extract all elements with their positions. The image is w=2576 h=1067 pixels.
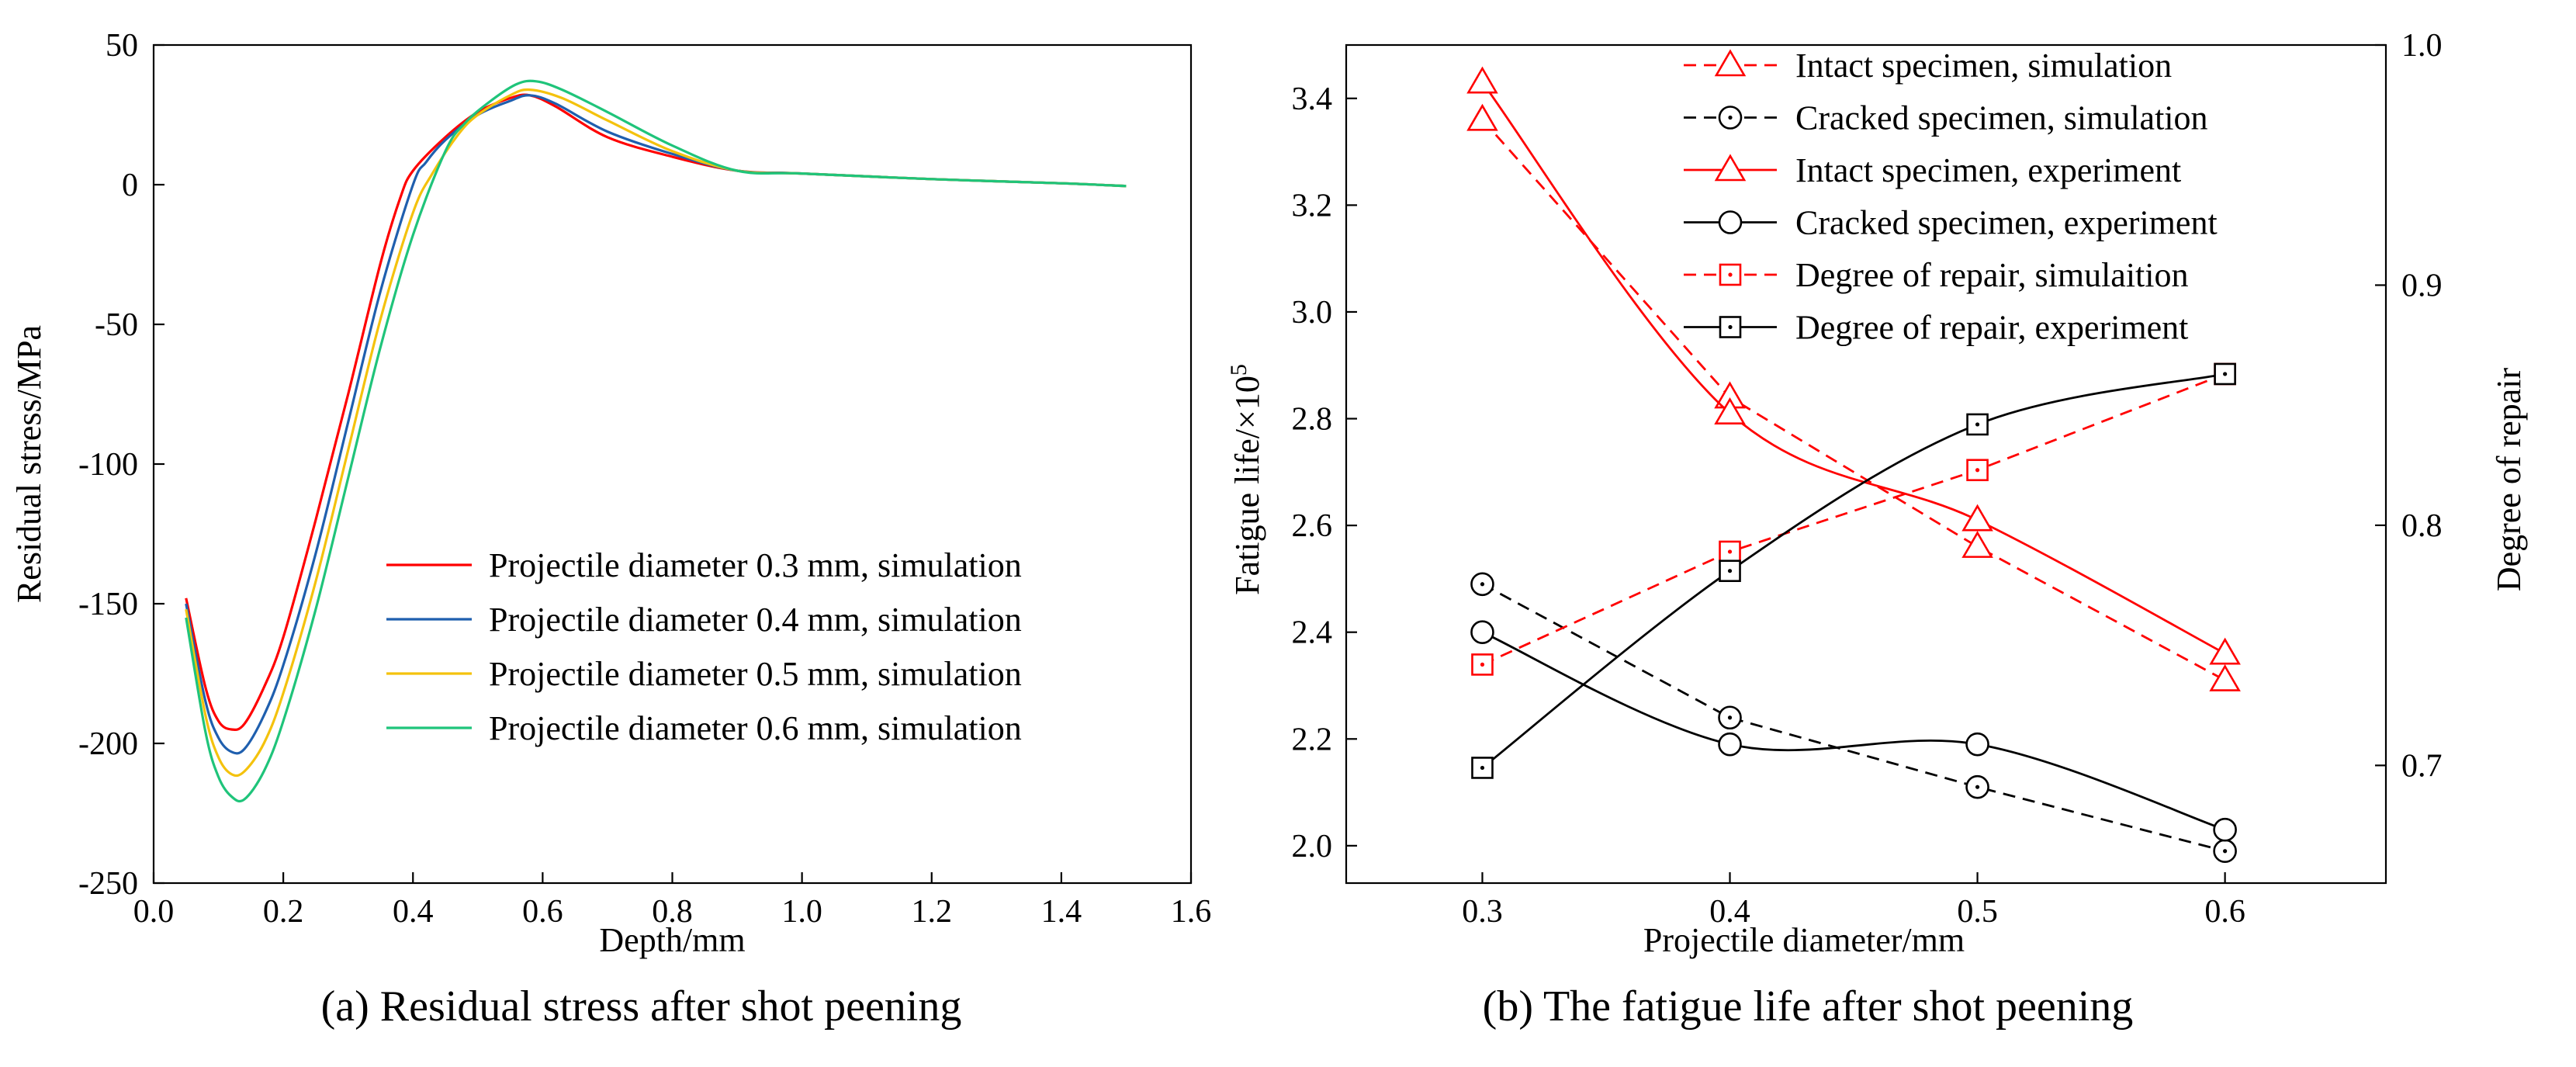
- x-tick-label-a: 1.4: [1041, 894, 1082, 930]
- x-axis-label-a: Depth/mm: [599, 921, 745, 959]
- marker-dot: [1727, 715, 1733, 720]
- triangle-marker: [1961, 531, 1993, 558]
- y-left-axis-label-b: Fatigue life/×105: [1226, 364, 1266, 595]
- x-tick-label-b: 0.3: [1462, 894, 1503, 930]
- y-right-tick-label-b: 0.9: [2401, 268, 2443, 303]
- x-tick-label-a: 0.0: [133, 894, 175, 930]
- y-tick-label-a: 50: [106, 28, 138, 64]
- circle-marker: [1718, 210, 1743, 234]
- y-axis-label-a: Residual stress/MPa: [10, 325, 48, 603]
- triangle-marker: [1714, 49, 1747, 77]
- marker-dot: [1975, 422, 1980, 427]
- x-tick-label-a: 0.4: [393, 894, 434, 930]
- y-left-axis-label-superscript: 5: [1226, 364, 1252, 376]
- triangle-marker: [1961, 504, 1993, 532]
- y-tick-label-a: -150: [78, 587, 138, 622]
- marker-dot: [1728, 324, 1733, 330]
- x-tick-label-a: 0.2: [263, 894, 304, 930]
- y-left-axis-label-text: Fatigue life/×10: [1228, 376, 1266, 595]
- marker-dot: [1728, 115, 1733, 120]
- circle-marker: [1965, 732, 1989, 757]
- marker-dot: [1975, 468, 1980, 473]
- legend-label-a: Projectile diameter 0.5 mm, simulation: [489, 655, 1022, 693]
- triangle-marker: [1466, 103, 1498, 131]
- series-line-b: [1481, 372, 2225, 769]
- triangle-marker: [2209, 664, 2241, 691]
- series-line-b: [1481, 631, 2226, 831]
- series-line-b: [1481, 81, 2226, 655]
- circle-marker: [1470, 620, 1494, 644]
- y-left-tick-label-b: 2.8: [1292, 402, 1333, 438]
- marker-dot: [1728, 272, 1733, 277]
- x-tick-label-a: 0.6: [522, 894, 563, 930]
- marker-dot: [1480, 765, 1485, 771]
- y-tick-label-a: -250: [78, 866, 138, 902]
- x-tick-label-a: 1.2: [912, 894, 953, 930]
- legend-label-b: Cracked specimen, simulation: [1795, 99, 2208, 137]
- marker-dot: [1480, 662, 1485, 667]
- y-tick-label-a: 0: [122, 168, 138, 203]
- marker-dot: [1480, 582, 1485, 587]
- x-tick-label-a: 1.0: [781, 894, 822, 930]
- x-tick-label-b: 0.6: [2204, 894, 2245, 930]
- circle-marker: [1718, 732, 1742, 757]
- y-left-tick-label-b: 2.4: [1292, 615, 1333, 651]
- marker-dot: [1727, 569, 1733, 573]
- marker-dot: [2223, 372, 2228, 376]
- circle-marker: [2213, 817, 2237, 842]
- legend-label-b: Degree of repair, simulaition: [1795, 256, 2189, 294]
- marker-dot: [2223, 849, 2228, 854]
- chart-a: 0.0 0.2 0.4 0.6 0.8 1.0 1.2 1.4 1.6 50 0 -50 -100 -15…: [10, 28, 1211, 1031]
- x-tick-label-a: 0.8: [652, 894, 693, 930]
- triangle-marker: [1714, 397, 1746, 424]
- y-tick-label-a: -50: [95, 307, 138, 343]
- x-tick-label-b: 0.4: [1709, 894, 1750, 930]
- y-right-tick-label-b: 0.7: [2401, 748, 2443, 784]
- y-left-tick-label-b: 3.4: [1292, 81, 1333, 117]
- x-tick-label-b: 0.5: [1957, 894, 1998, 930]
- series-line-a: [185, 79, 1127, 803]
- legend-label-b: Degree of repair, experiment: [1795, 309, 2188, 347]
- legend-label-a: Projectile diameter 0.6 mm, simulation: [489, 709, 1022, 747]
- y-left-tick-label-b: 3.2: [1292, 188, 1333, 223]
- legend-label-b: Cracked specimen, experiment: [1795, 204, 2218, 242]
- triangle-marker: [1466, 66, 1498, 94]
- y-right-tick-label-b: 1.0: [2401, 28, 2443, 64]
- triangle-marker: [2209, 637, 2241, 665]
- caption-b: (b) The fatigue life after shot peening: [1483, 982, 2134, 1031]
- plot-frame-a: [152, 43, 1193, 885]
- y-left-tick-label-b: 2.2: [1292, 722, 1333, 757]
- y-tick-label-a: -100: [78, 447, 138, 483]
- caption-a: (a) Residual stress after shot peening: [321, 982, 962, 1031]
- series-line-b: [1481, 583, 2225, 853]
- marker-dot: [1975, 785, 1980, 789]
- y-tick-label-a: -200: [78, 726, 138, 762]
- series-line-b: [1481, 119, 2226, 681]
- y-right-axis-label-b: Degree of repair: [2490, 368, 2528, 592]
- legend-label-a: Projectile diameter 0.4 mm, simulation: [489, 601, 1022, 639]
- x-tick-label-a: 1.6: [1171, 894, 1212, 930]
- chart-b: 0.3 0.4 0.5 0.6 2.0 2.2 2.4 2.6 2.8 3.0 3.2 3.4 0.7 0…: [1226, 28, 2528, 1031]
- y-left-tick-label-b: 3.0: [1292, 295, 1333, 331]
- legend-label-b: Intact specimen, experiment: [1795, 151, 2181, 189]
- y-left-tick-label-b: 2.0: [1292, 829, 1333, 864]
- y-right-tick-label-b: 0.8: [2401, 508, 2443, 544]
- triangle-marker: [1714, 154, 1747, 182]
- y-left-tick-label-b: 2.6: [1292, 508, 1333, 544]
- legend-label-b: Intact specimen, simulation: [1795, 47, 2172, 85]
- plot-frame-b: [1345, 43, 2387, 885]
- marker-dot: [1727, 549, 1733, 554]
- x-axis-label-b: Projectile diameter/mm: [1643, 921, 1965, 959]
- legend-label-a: Projectile diameter 0.3 mm, simulation: [489, 546, 1022, 584]
